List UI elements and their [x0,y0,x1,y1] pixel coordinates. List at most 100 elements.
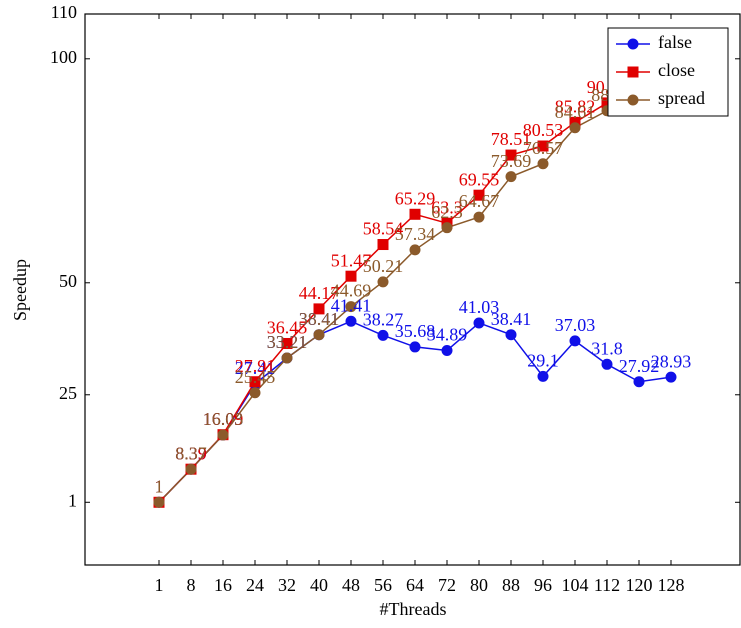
marker [537,370,549,382]
data-label: 33.21 [267,332,308,352]
data-label: 65.29 [395,188,436,208]
data-label: 64.67 [459,191,500,211]
marker [633,376,645,388]
x-tick-label: 24 [246,575,264,595]
series-line [158,76,672,503]
x-tick-label: 1 [155,575,164,595]
data-label: 62.3 [431,202,463,222]
marker [473,189,485,201]
plot-frame [84,13,741,566]
marker [185,463,197,475]
data-label: 28.93 [651,351,692,371]
marker [281,352,293,364]
legend-label: close [658,60,695,80]
marker [627,38,639,50]
data-label: 38.41 [299,309,340,329]
marker [249,376,261,388]
data-label: 1 [155,476,164,496]
data-label: 1 [155,476,164,496]
x-axis-label: #Threads [380,599,447,619]
y-tick-label: 50 [59,271,77,291]
y-tick-label: 100 [50,47,77,67]
marker [249,387,261,399]
marker [569,122,581,134]
x-tick-label: 72 [438,575,456,595]
data-label: 31.8 [591,338,623,358]
data-label: 44.69 [331,281,372,301]
marker [627,66,639,78]
data-label: 73.69 [491,151,532,171]
x-tick-label: 88 [502,575,520,595]
data-label: 50.21 [363,256,404,276]
marker [217,429,229,441]
data-label: 57.34 [395,224,436,244]
x-tick-label: 48 [342,575,360,595]
x-tick-label: 16 [214,575,232,595]
marker [377,239,389,251]
data-label: 27.92 [619,356,660,376]
data-label: 38.27 [363,309,404,329]
data-label: 76.57 [523,138,564,158]
data-label: 27.91 [235,356,276,376]
legend-label: false [658,32,692,52]
data-label: 80.53 [523,120,564,140]
data-label: 27.41 [235,358,276,378]
marker [473,211,485,223]
data-label: 1 [155,476,164,496]
data-label: 16.03 [203,409,244,429]
data-label: 25.45 [235,367,276,387]
x-tick-label: 104 [562,575,589,595]
data-label: 85.82 [555,96,596,116]
x-tick-label: 112 [594,575,620,595]
marker [377,276,389,288]
data-label: 41.41 [331,295,372,315]
marker [569,335,581,347]
data-label: 35.68 [395,321,436,341]
data-label: 38.41 [491,309,532,329]
data-label: 78.51 [491,129,532,149]
marker [537,158,549,170]
x-tick-label: 96 [534,575,552,595]
marker [313,303,325,315]
data-label: 44.17 [299,283,340,303]
marker [505,329,517,341]
x-tick-label: 64 [406,575,424,595]
x-tick-label: 80 [470,575,488,595]
x-tick-label: 128 [658,575,685,595]
marker [441,344,453,356]
data-label: 8.39 [175,443,207,463]
x-tick-label: 40 [310,575,328,595]
marker [377,329,389,341]
y-axis-label: Speedup [10,259,30,321]
marker [345,270,357,282]
x-tick-label: 120 [626,575,653,595]
data-label: 36.45 [267,318,308,338]
data-label: 51.47 [331,250,372,270]
data-label: 69.55 [459,169,500,189]
marker [345,301,357,313]
data-label: 38.41 [299,309,340,329]
marker [409,341,421,353]
marker [601,358,613,370]
data-label: 29.1 [527,351,559,371]
marker [153,496,165,508]
y-tick-label: 110 [51,2,77,22]
y-tick-label: 1 [68,490,77,510]
marker [441,222,453,234]
data-label: 33.21 [267,332,308,352]
legend: false close spread [607,27,729,117]
marker [409,244,421,256]
marker [345,315,357,327]
data-label: 16.03 [203,409,244,429]
marker [281,337,293,349]
data-label: 34.89 [427,325,468,345]
data-label: 16.09 [203,409,244,429]
data-label: 8.39 [175,443,207,463]
y-tick-label: 25 [59,383,77,403]
marker [665,371,677,383]
data-label: 58.54 [363,219,404,239]
marker [473,317,485,329]
data-label: 37.03 [555,315,596,335]
x-tick-label: 8 [187,575,196,595]
x-tick-label: 32 [278,575,296,595]
